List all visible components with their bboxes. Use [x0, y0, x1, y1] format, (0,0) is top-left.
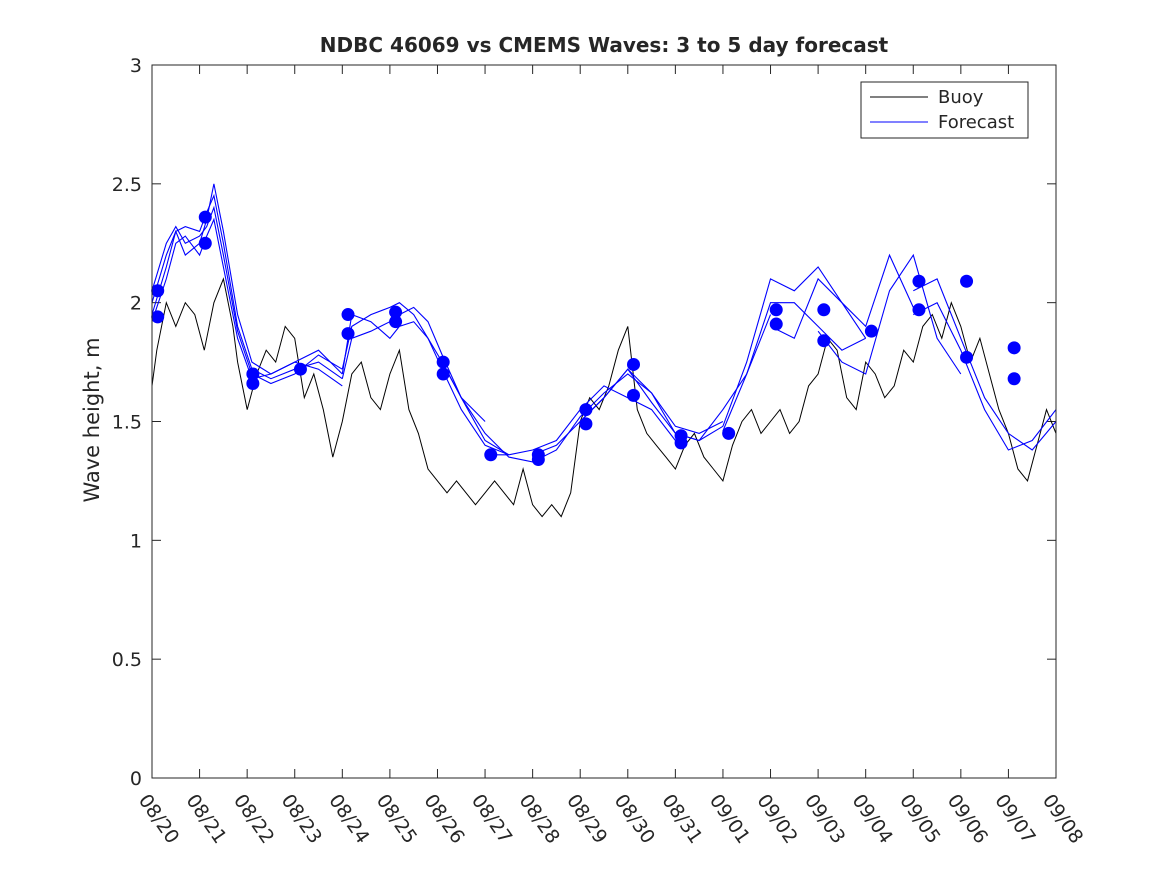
forecast-series-group	[151, 183, 1057, 463]
forecast-marker	[817, 334, 831, 348]
buoy-line	[151, 277, 1057, 518]
forecast-marker	[960, 274, 974, 288]
forecast-marker	[769, 317, 783, 331]
x-tick-label: 08/21	[181, 790, 230, 847]
forecast-marker	[198, 210, 212, 224]
legend-box	[860, 81, 1029, 139]
forecast-marker	[436, 355, 450, 369]
y-tick-label: 0	[130, 768, 142, 790]
forecast-marker	[198, 236, 212, 250]
x-tick-label: 09/06	[943, 790, 992, 847]
forecast-line	[151, 193, 343, 380]
forecast-marker	[293, 362, 307, 376]
forecast-line	[913, 301, 1057, 451]
forecast-marker	[912, 303, 926, 317]
forecast-line	[341, 302, 486, 422]
forecast-marker	[341, 327, 355, 341]
x-tick-label: 08/29	[562, 790, 611, 847]
forecast-line	[441, 361, 676, 463]
forecast-marker	[436, 367, 450, 381]
forecast-line	[532, 368, 724, 456]
x-tick-label: 08/30	[610, 790, 659, 847]
y-tick-label: 3	[130, 55, 142, 77]
buoy-series	[151, 277, 1057, 518]
legend: Buoy Forecast	[860, 81, 1029, 139]
forecast-marker	[151, 284, 165, 298]
x-tick-label: 08/22	[229, 790, 278, 847]
forecast-marker	[1007, 372, 1021, 386]
x-tick-label: 08/24	[324, 790, 373, 847]
forecast-marker	[151, 310, 165, 324]
forecast-marker	[484, 448, 498, 462]
forecast-marker	[864, 324, 878, 338]
y-tick-labels: 0 0.5 1 1.5 2 2.5 3	[112, 55, 142, 790]
forecast-marker	[912, 274, 926, 288]
x-tick-label: 08/26	[419, 790, 468, 847]
y-tick-label: 2.5	[112, 174, 142, 196]
forecast-marker	[531, 453, 545, 467]
forecast-marker	[389, 315, 403, 329]
forecast-line	[151, 205, 343, 385]
forecast-marker	[722, 426, 736, 440]
tick-marks	[151, 64, 1057, 779]
forecast-marker	[626, 357, 640, 371]
forecast-marker	[341, 308, 355, 322]
y-tick-label: 2	[130, 293, 142, 315]
forecast-line	[341, 313, 510, 456]
forecast-line	[675, 266, 867, 442]
x-tick-label: 09/02	[752, 790, 801, 847]
legend-label-buoy: Buoy	[938, 87, 984, 108]
forecast-marker	[626, 388, 640, 402]
forecast-marker	[246, 367, 260, 381]
forecast-line	[151, 217, 343, 380]
forecast-markers	[151, 210, 1021, 467]
forecast-marker	[389, 305, 403, 319]
forecast-line	[913, 278, 1057, 451]
forecast-marker	[579, 417, 593, 431]
x-tick-label: 09/04	[848, 790, 897, 847]
x-tick-label: 08/23	[277, 790, 326, 847]
x-tick-label: 09/05	[895, 790, 944, 847]
forecast-marker	[1007, 341, 1021, 355]
x-tick-label: 09/07	[990, 790, 1039, 847]
x-tick-label: 09/01	[705, 790, 754, 847]
forecast-line	[341, 306, 510, 456]
forecast-marker	[674, 436, 688, 450]
x-tick-label: 09/08	[1038, 790, 1087, 847]
forecast-line	[722, 302, 866, 432]
y-tick-label: 1	[130, 530, 142, 552]
x-tick-label: 08/31	[657, 790, 706, 847]
plot-frame	[151, 64, 1057, 779]
x-tick-label: 08/25	[372, 790, 421, 847]
x-tick-label: 08/27	[467, 790, 516, 847]
y-axis-label: Wave height, m	[80, 337, 104, 502]
y-tick-label: 1.5	[112, 412, 142, 434]
x-tick-labels: 08/2008/2108/2208/2308/2408/2508/2608/27…	[134, 790, 1087, 847]
forecast-marker	[769, 303, 783, 317]
forecast-marker	[579, 403, 593, 417]
forecast-line	[770, 253, 914, 340]
forecast-marker	[246, 376, 260, 390]
forecast-marker	[817, 303, 831, 317]
forecast-marker	[960, 350, 974, 364]
y-tick-label: 0.5	[112, 649, 142, 671]
forecast-line	[817, 253, 962, 375]
x-tick-label: 09/03	[800, 790, 849, 847]
chart-title: NDBC 46069 vs CMEMS Waves: 3 to 5 day fo…	[320, 33, 889, 57]
x-tick-label: 08/28	[515, 790, 564, 847]
x-tick-label: 08/20	[134, 790, 183, 847]
legend-label-forecast: Forecast	[938, 112, 1014, 133]
